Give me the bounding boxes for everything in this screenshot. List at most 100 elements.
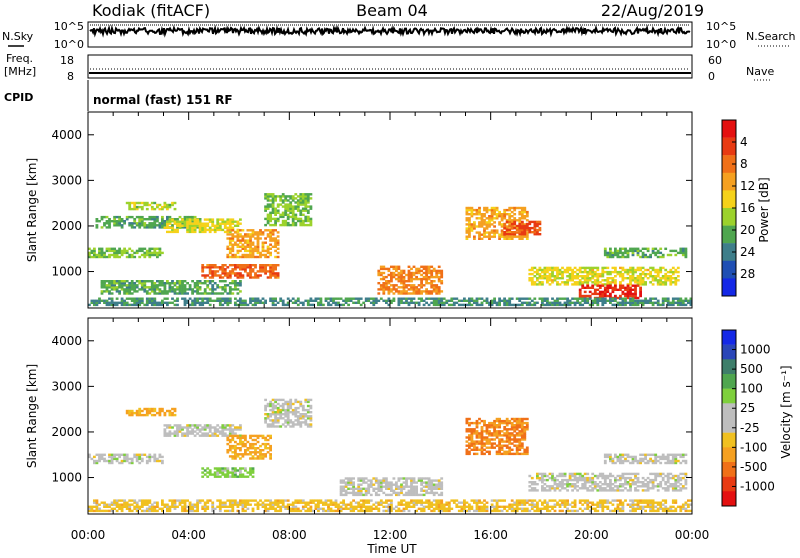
velocity-cell [679, 462, 682, 464]
velocity-cell [287, 504, 290, 506]
power-cell [614, 254, 617, 256]
power-cell [674, 254, 677, 256]
power-cell [239, 266, 242, 268]
power-cell [385, 288, 388, 290]
velocity-cell [632, 481, 635, 483]
power-cell [113, 280, 116, 282]
power-cell [523, 207, 526, 209]
velocity-cell [196, 426, 199, 428]
velocity-cell [101, 510, 104, 512]
power-cell [440, 272, 443, 274]
power-cell [647, 277, 650, 279]
velocity-cell [395, 488, 398, 490]
power-cell [521, 213, 524, 215]
power-cell [267, 256, 270, 258]
power-cell [566, 269, 569, 271]
power-cell [211, 284, 214, 286]
velocity-cell [257, 447, 260, 449]
velocity-cell [481, 432, 484, 434]
power-cell [282, 304, 285, 306]
velocity-cell [667, 456, 670, 458]
velocity-cell [237, 443, 240, 445]
power-cell [559, 269, 562, 271]
velocity-cell [156, 460, 159, 462]
velocity-cell [571, 475, 574, 477]
velocity-cell [657, 475, 660, 477]
power-cell [164, 284, 167, 286]
velocity-cell [116, 510, 119, 512]
power-cell [332, 300, 335, 302]
power-cell [126, 280, 129, 282]
power-cell [659, 252, 662, 254]
velocity-cell [642, 485, 645, 487]
power-cell [237, 244, 240, 246]
power-cell [164, 227, 167, 229]
velocity-cell [659, 462, 662, 464]
power-cell [297, 199, 300, 201]
power-cell [627, 291, 630, 293]
power-cell [214, 292, 217, 294]
power-cell [239, 290, 242, 292]
velocity-cell [634, 456, 637, 458]
power-cell [674, 250, 677, 252]
velocity-cell [257, 457, 260, 459]
power-cell [614, 248, 617, 250]
velocity-cell [350, 479, 353, 481]
power-cell [153, 248, 156, 250]
power-cell [229, 239, 232, 241]
velocity-cell [244, 443, 247, 445]
power-cell [106, 280, 109, 282]
velocity-cell [299, 423, 302, 425]
velocity-cell [221, 506, 224, 508]
power-cell [194, 282, 197, 284]
velocity-cell [493, 424, 496, 426]
velocity-cell [647, 489, 650, 491]
power-cell [476, 231, 479, 233]
velocity-cell [252, 457, 255, 459]
velocity-cell [521, 428, 524, 430]
power-cell [189, 221, 192, 223]
power-cell [604, 283, 607, 285]
power-cell [619, 271, 622, 273]
power-cell [410, 288, 413, 290]
velocity-cell [214, 471, 217, 473]
power-cell [108, 254, 111, 256]
power-cell [299, 220, 302, 222]
power-cell [274, 298, 277, 300]
power-cell [435, 304, 438, 306]
velocity-cell [674, 485, 677, 487]
power-cell [272, 239, 275, 241]
velocity-cell [435, 484, 438, 486]
velocity-cell [506, 420, 509, 422]
power-cell [131, 292, 134, 294]
velocity-cell [574, 485, 577, 487]
velocity-cell [186, 424, 189, 426]
power-cell [594, 298, 597, 300]
velocity-cell [574, 477, 577, 479]
velocity-cell [252, 471, 255, 473]
velocity-cell [481, 436, 484, 438]
velocity-cell [576, 477, 579, 479]
power-cell [118, 222, 121, 224]
power-cell [531, 304, 534, 306]
power-cell [528, 223, 531, 225]
velocity-cell [521, 436, 524, 438]
power-cell [292, 208, 295, 210]
power-cell [388, 298, 391, 300]
power-cell [438, 266, 441, 268]
velocity-cell [148, 456, 151, 458]
power-cell [556, 283, 559, 285]
velocity-cell [559, 473, 562, 475]
power-cell [171, 288, 174, 290]
power-cell [279, 224, 282, 226]
velocity-cell [659, 485, 662, 487]
power-cell [229, 292, 232, 294]
power-cell [420, 280, 423, 282]
velocity-cell [284, 403, 287, 405]
power-cell [674, 269, 677, 271]
power-cell [642, 279, 645, 281]
power-cell [486, 221, 489, 223]
power-cell [501, 225, 504, 227]
velocity-cell [297, 401, 300, 403]
velocity-cell [365, 481, 368, 483]
